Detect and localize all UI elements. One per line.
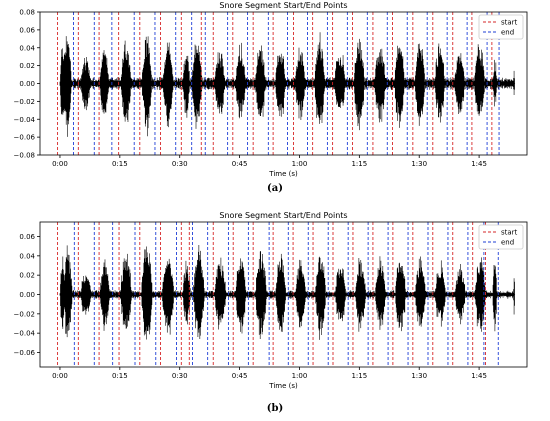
y-tick-label: 0.06: [19, 233, 35, 241]
y-tick-label: −0.04: [14, 116, 36, 124]
x-tick-label: 1:45: [471, 160, 487, 168]
y-tick-label: −0.08: [14, 152, 35, 160]
legend: start end: [478, 224, 524, 250]
y-tick-label: −0.06: [14, 134, 36, 142]
panel-caption: (a): [267, 183, 283, 194]
chart-svg: Snore Segment Start/End Points 0:00 0:15 0:…: [14, 211, 528, 390]
waveform-series: [59, 245, 515, 340]
x-tick-label: 0:15: [112, 160, 128, 168]
y-tick-label: 0.00: [19, 80, 35, 88]
x-axis-label: Time (s): [268, 382, 298, 390]
x-tick-label: 1:15: [351, 160, 367, 168]
chart-title: Snore Segment Start/End Points: [219, 211, 347, 220]
chart-title: Snore Segment Start/End Points: [219, 1, 347, 10]
y-tick-label: 0.00: [19, 291, 35, 299]
chart-panel-b: Snore Segment Start/End Points 0:00 0:15 0:…: [0, 210, 550, 421]
y-tick-label: 0.02: [19, 272, 35, 280]
y-tick-label: 0.08: [19, 9, 35, 17]
y-tick-label: −0.06: [14, 349, 36, 357]
x-tick-label: 1:30: [411, 372, 427, 380]
y-tick-label: 0.06: [19, 26, 35, 34]
x-tick-label: 0:45: [232, 372, 248, 380]
legend-label-start: start: [501, 19, 518, 27]
legend-label-start: start: [501, 229, 518, 237]
x-tick-label: 1:15: [351, 372, 367, 380]
y-tick-label: −0.02: [14, 98, 35, 106]
x-tick-label: 0:15: [112, 372, 128, 380]
x-tick-label: 1:30: [411, 160, 427, 168]
x-tick-label: 1:00: [292, 160, 308, 168]
x-tick-label: 0:30: [172, 160, 188, 168]
y-tick-label: 0.02: [19, 62, 35, 70]
legend-box: [478, 14, 524, 40]
x-tick-label: 0:45: [232, 160, 248, 168]
x-tick-label: 0:00: [52, 160, 68, 168]
x-tick-label: 0:30: [172, 372, 188, 380]
legend-box: [478, 224, 524, 250]
y-tick-label: 0.04: [19, 44, 35, 52]
x-tick-label: 1:45: [471, 372, 487, 380]
y-tick-label: −0.04: [14, 330, 36, 338]
legend-label-end: end: [501, 29, 514, 37]
panel-caption: (b): [266, 403, 284, 414]
plot-area: [57, 12, 516, 155]
plot-area: [57, 222, 516, 367]
x-tick-label: 1:00: [292, 372, 308, 380]
chart-svg: Snore Segment Start/End Points 0:00 0:15 0:…: [14, 1, 528, 178]
y-tick-label: 0.04: [19, 252, 35, 260]
chart-panel-a: Snore Segment Start/End Points 0:00 0:15 0:…: [0, 0, 550, 200]
legend: start end: [478, 14, 524, 40]
x-tick-label: 0:00: [52, 372, 68, 380]
x-axis-label: Time (s): [268, 170, 298, 178]
legend-label-end: end: [501, 239, 514, 247]
y-tick-label: −0.02: [14, 310, 35, 318]
